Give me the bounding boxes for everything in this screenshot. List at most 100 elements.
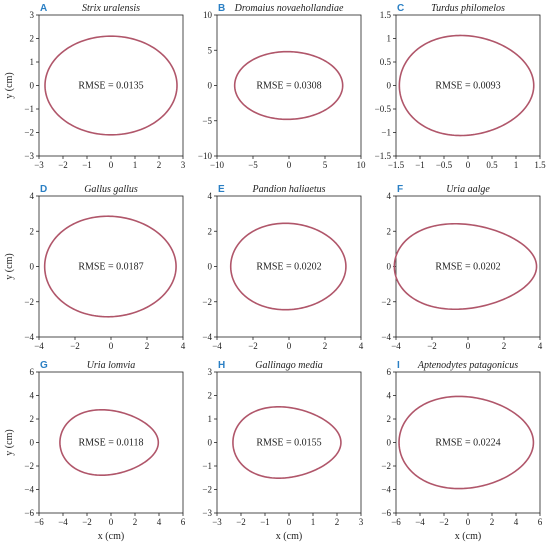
x-tick-label: −0.5 [436, 160, 453, 170]
egg-outline [43, 215, 177, 318]
rmse-label: RMSE = 0.0308 [256, 81, 321, 92]
y-axis-label: y (cm) [4, 72, 15, 98]
x-tick-label: 3 [359, 517, 364, 527]
x-tick-label: −2 [439, 517, 449, 527]
x-tick-label: −2 [70, 341, 80, 351]
x-tick-label: 10 [357, 160, 367, 170]
x-tick-label: −2 [58, 160, 68, 170]
rmse-label: RMSE = 0.0118 [79, 438, 144, 449]
x-tick-label: 4 [514, 517, 519, 527]
y-tick-label: −3 [202, 508, 212, 518]
panel-g: −6 −4 −2 0 2 4 6 −6 −4 −2 0 2 4 6 Uria lomvia G RMSE = 0… [4, 360, 186, 542]
y-tick-label: −2 [381, 297, 391, 307]
panel-letter: C [397, 3, 404, 14]
x-axis-label: x (cm) [455, 531, 481, 542]
x-tick-label: −5 [248, 160, 258, 170]
y-tick-label: −2 [24, 297, 34, 307]
x-tick-label: 2 [145, 341, 150, 351]
rmse-label: RMSE = 0.0187 [78, 262, 143, 273]
x-tick-label: 0 [466, 160, 471, 170]
panel-title: Uria aalge [446, 184, 490, 195]
y-tick-label: −1 [202, 461, 212, 471]
x-tick-label: −2 [248, 341, 258, 351]
x-tick-label: 0 [109, 160, 114, 170]
panel-h: −3 −2 −1 0 1 2 3 −3 −2 −1 0 1 2 3 Gallinago media H RMSE… [202, 360, 363, 542]
x-tick-label: 0 [109, 341, 114, 351]
x-tick-label: 2 [157, 160, 162, 170]
y-tick-label: 0 [208, 262, 213, 272]
x-tick-label: 0 [466, 341, 471, 351]
y-tick-label: −4 [381, 332, 391, 342]
x-tick-label: 4 [181, 341, 186, 351]
y-tick-label: 10 [203, 10, 213, 20]
panel-letter: A [40, 3, 47, 14]
y-tick-label: 2 [30, 226, 35, 236]
y-tick-label: 4 [387, 391, 392, 401]
y-tick-label: 4 [387, 191, 392, 201]
y-tick-label: 6 [387, 367, 392, 377]
panel-a: −3 −2 −1 0 1 2 3 −3 −2 −1 0 1 2 3 Strix uralensis A RMSE… [4, 3, 186, 170]
panel-title: Uria lomvia [87, 360, 136, 371]
x-tick-label: −3 [212, 517, 222, 527]
y-tick-label: 3 [30, 10, 35, 20]
y-tick-label: 4 [30, 191, 35, 201]
x-tick-label: 4 [157, 517, 162, 527]
y-tick-label: −1 [24, 104, 34, 114]
y-tick-label: 2 [30, 34, 35, 44]
x-tick-label: −1 [260, 517, 270, 527]
y-tick-label: −2 [202, 297, 212, 307]
rmse-label: RMSE = 0.0155 [256, 438, 321, 449]
x-tick-label: −4 [391, 341, 401, 351]
panel-title: Pandion haliaetus [251, 184, 325, 195]
y-tick-label: −2 [202, 485, 212, 495]
rmse-label: RMSE = 0.0202 [435, 262, 500, 273]
x-axis-label: x (cm) [98, 531, 124, 542]
y-axis-label: y (cm) [4, 429, 15, 455]
x-tick-label: 6 [538, 517, 543, 527]
y-tick-label: 2 [30, 414, 35, 424]
y-tick-label: 1 [387, 34, 392, 44]
y-tick-label: 0 [208, 81, 213, 91]
x-tick-label: 4 [359, 341, 364, 351]
x-tick-label: 1 [311, 517, 316, 527]
y-tick-label: −1.5 [375, 151, 392, 161]
y-tick-label: −6 [381, 508, 391, 518]
y-tick-label: −10 [198, 151, 213, 161]
x-tick-label: 2 [502, 341, 507, 351]
panel-title: Dromaius novaehollandiae [234, 3, 344, 14]
panel-letter: F [397, 184, 403, 195]
x-tick-label: 6 [181, 517, 186, 527]
y-tick-label: 0 [30, 81, 35, 91]
x-tick-label: 1.5 [534, 160, 546, 170]
x-tick-label: 4 [538, 341, 543, 351]
y-tick-label: −4 [24, 332, 34, 342]
x-tick-label: 2 [490, 517, 495, 527]
panel-b: −10 −5 0 5 10 −10 −5 0 5 10 Dromaius novaehollandi… [198, 3, 366, 170]
egg-outline [44, 35, 178, 136]
egg-outline [233, 50, 344, 121]
y-tick-label: 0 [208, 438, 213, 448]
x-tick-label: 1 [133, 160, 138, 170]
panel-title: Gallinago media [255, 360, 323, 371]
egg-outline [229, 222, 347, 311]
y-tick-label: −1 [381, 128, 391, 138]
y-tick-label: 0 [387, 81, 392, 91]
panel-c: −1.5 −1 −0.5 0 0.5 1 1.5 −1.5 −1 −0.5 0 0.5 1 1.5 Turd… [375, 3, 546, 170]
x-tick-label: −2 [82, 517, 92, 527]
rmse-label: RMSE = 0.0202 [256, 262, 321, 273]
x-tick-label: 0 [287, 341, 292, 351]
panel-title: Aptenodytes patagonicus [417, 360, 518, 371]
x-tick-label: 1 [514, 160, 519, 170]
panel-letter: H [218, 360, 225, 371]
y-axis-label: y (cm) [4, 253, 15, 279]
x-tick-label: −2 [427, 341, 437, 351]
x-tick-label: 2 [323, 341, 328, 351]
y-tick-label: −6 [24, 508, 34, 518]
y-tick-label: 0 [30, 262, 35, 272]
x-tick-label: −4 [415, 517, 425, 527]
egg-outline [398, 34, 535, 137]
panel-letter: B [218, 3, 225, 14]
rmse-label: RMSE = 0.0135 [78, 81, 143, 92]
x-tick-label: −1.5 [388, 160, 405, 170]
x-tick-label: 2 [133, 517, 138, 527]
